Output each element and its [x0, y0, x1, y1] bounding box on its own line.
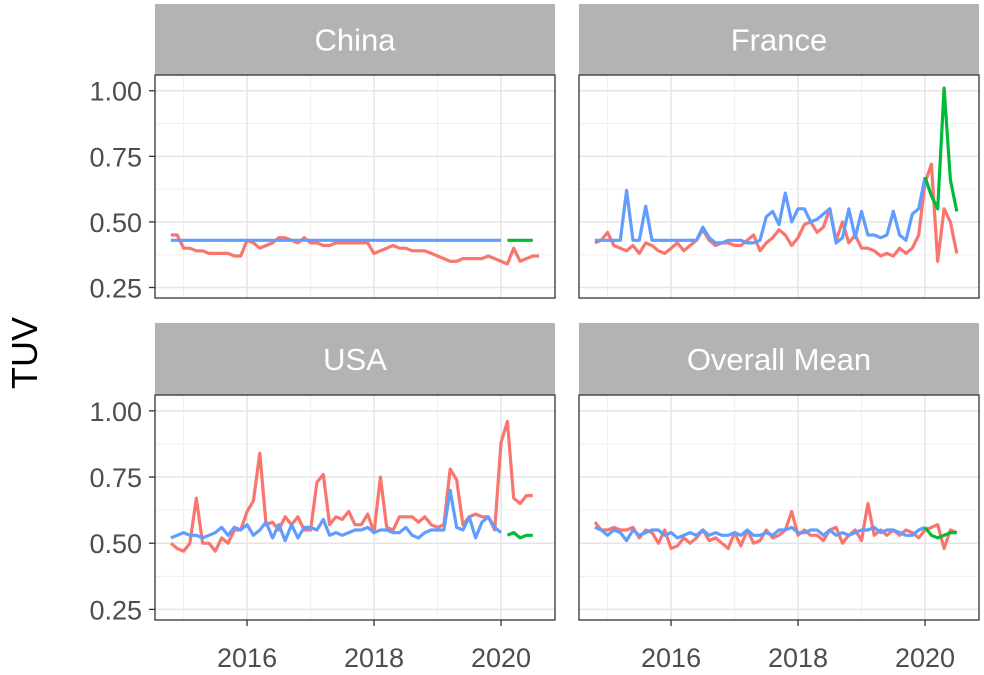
x-tick-label: 2020	[471, 643, 531, 673]
panel-china: China	[154, 4, 556, 299]
panel-border	[578, 74, 980, 299]
panel-border	[154, 394, 556, 621]
series-line-green	[923, 86, 959, 212]
series-line-red	[170, 233, 540, 266]
series-line-green	[923, 526, 957, 540]
series-line-blue	[594, 525, 926, 543]
panel-title: Overall Mean	[687, 342, 871, 377]
y-tick-label: 0.25	[89, 595, 142, 625]
panel-strip	[155, 323, 555, 395]
series-line-blue	[594, 176, 927, 245]
y-tick-label: 0.50	[89, 208, 142, 238]
panel-background	[579, 395, 979, 620]
y-tick-label: 1.00	[89, 77, 142, 107]
panel-background	[579, 75, 979, 298]
panel-title: USA	[323, 342, 387, 377]
panel-strip	[579, 323, 979, 395]
panel-overall-mean: Overall Mean	[578, 323, 980, 621]
panel-title: China	[315, 23, 397, 58]
panel-background	[155, 75, 555, 298]
panel-border	[154, 74, 556, 299]
y-tick-label: 0.50	[89, 529, 142, 559]
x-tick-label: 2018	[768, 643, 828, 673]
panel-border	[578, 394, 980, 621]
x-tick-label: 2016	[217, 643, 277, 673]
x-tick-label: 2018	[344, 643, 404, 673]
panel-usa: USA	[154, 323, 556, 621]
x-tick-label: 2020	[895, 643, 955, 673]
y-tick-label: 0.25	[89, 274, 142, 304]
series-line-red	[594, 162, 959, 263]
y-tick-label: 0.75	[89, 463, 142, 493]
x-tick-label: 2016	[641, 643, 701, 673]
panels: China France USA Overall Mean	[154, 4, 980, 621]
panel-strip	[579, 4, 979, 75]
y-axis-title: TUV	[4, 317, 45, 389]
panel-strip	[155, 4, 555, 75]
y-tick-label: 1.00	[89, 397, 142, 427]
x-axis-ticks: 2016 2018 2020 2016 2018 2020	[217, 620, 955, 673]
panel-france: France	[578, 4, 980, 299]
series-line-blue	[170, 488, 503, 543]
series-line-red	[169, 419, 533, 553]
series-line-green	[506, 530, 533, 540]
y-axis-ticks: 0.25 0.50 0.75 1.00 0.25 0.50 0.75 1.00	[89, 77, 155, 625]
panel-background	[155, 395, 555, 620]
panel-title: France	[731, 23, 827, 58]
y-tick-label: 0.75	[89, 142, 142, 172]
